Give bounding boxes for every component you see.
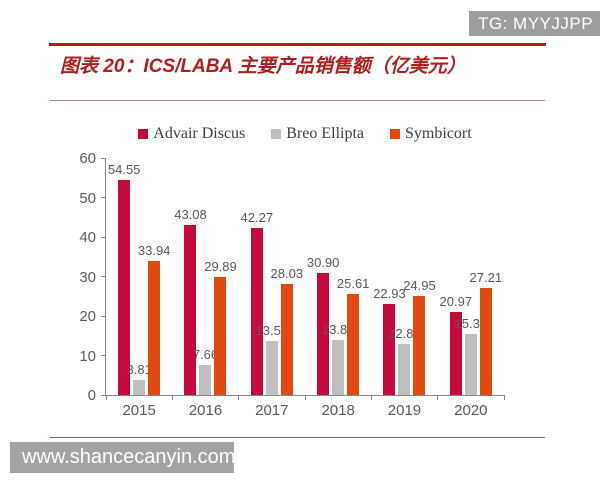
- x-axis-tick-mark: [370, 395, 372, 400]
- bar-value-label: 43.08: [174, 206, 207, 222]
- x-axis-category-label: 2018: [321, 402, 355, 419]
- x-axis-tick-mark: [437, 395, 439, 400]
- tg-watermark-badge: TG: MYYJJPP: [469, 11, 600, 36]
- bar-breo-ellipta: 3.81: [127, 362, 152, 395]
- y-axis-tick-mark: [101, 157, 106, 159]
- bar-value-label: 13.59: [255, 323, 289, 339]
- bar-advair-discus: 42.27: [241, 210, 273, 395]
- legend-item: Breo Ellipta: [271, 125, 364, 143]
- chart-legend: Advair Discus Breo Ellipta Symbicort: [105, 124, 505, 144]
- plot-area: 54.55 3.81 33.94 2015 43.08 7.66 29.89 2016 42.2…: [79, 150, 505, 419]
- legend-label: Symbicort: [405, 125, 472, 142]
- bar-symbicort: 33.94: [138, 243, 170, 395]
- bar-symbicort: 29.89: [204, 259, 237, 395]
- y-axis-tick-mark: [101, 197, 106, 198]
- y-axis-tick-mark: [101, 276, 106, 277]
- bar-advair-discus: 30.90: [307, 255, 339, 395]
- x-axis-category-label: 2020: [454, 402, 488, 419]
- bar-breo-ellipta: 15.36: [455, 316, 487, 395]
- legend-swatch-icon: [271, 129, 282, 139]
- bar-group-2018: 30.90 13.89 25.61 2018: [305, 158, 371, 419]
- legend-item: Symbicort: [390, 125, 472, 143]
- bar-value-label: 3.81: [126, 361, 152, 377]
- title-bottom-rule: [50, 100, 545, 101]
- legend-swatch-icon: [390, 129, 401, 139]
- bar-value-label: 28.03: [270, 266, 304, 282]
- bar-value-label: 54.55: [107, 161, 141, 177]
- bar-group-2016: 43.08 7.66 29.89 2016: [172, 158, 238, 419]
- bar-value-label: 29.89: [204, 258, 237, 274]
- bottom-rule: [50, 437, 545, 438]
- bar-value-label: 15.36: [454, 316, 488, 332]
- bar-advair-discus: 54.55: [108, 162, 140, 395]
- y-axis-tick-mark: [101, 394, 106, 396]
- bar-group-2019: 22.93 12.87 24.95 2019: [371, 158, 437, 419]
- bar-value-label: 24.95: [403, 278, 436, 294]
- x-axis-tick-mark: [503, 395, 505, 400]
- bar-group-2020: 20.97 15.36 27.21 2020: [438, 158, 504, 419]
- legend-label: Breo Ellipta: [286, 125, 365, 142]
- bar-value-label: 30.90: [306, 254, 340, 270]
- bar-symbicort: 27.21: [470, 270, 502, 395]
- bar-breo-ellipta: 13.59: [256, 323, 288, 395]
- bar-group-2015: 54.55 3.81 33.94 2015: [106, 158, 172, 419]
- bar-symbicort: 25.61: [337, 276, 369, 395]
- y-axis-tick-label: 40: [79, 229, 96, 246]
- x-axis-category-label: 2017: [255, 402, 289, 419]
- site-watermark-badge: www.shancecanyin.com: [10, 442, 235, 473]
- y-axis-tick-label: 0: [87, 387, 96, 404]
- y-axis-tick-label: 30: [79, 268, 96, 286]
- y-axis-tick-mark: [101, 236, 106, 238]
- bar-breo-ellipta: 13.89: [322, 322, 354, 395]
- y-axis-tick-label: 20: [79, 308, 96, 325]
- legend-swatch-icon: [138, 129, 149, 139]
- bar-advair-discus: 22.93: [373, 286, 406, 395]
- bar-value-label: 22.93: [373, 286, 406, 302]
- bar-symbicort: 28.03: [271, 266, 303, 395]
- x-axis-category-label: 2015: [122, 402, 156, 419]
- title-top-rule: [49, 43, 546, 46]
- bar-value-label: 25.61: [336, 275, 370, 291]
- bar-value-label: 42.27: [240, 210, 274, 226]
- bar-breo-ellipta: 12.87: [388, 326, 421, 395]
- bar-breo-ellipta: 7.66: [193, 347, 218, 395]
- bar-groups: 54.55 3.81 33.94 2015 43.08 7.66 29.89 2016 42.2…: [106, 158, 504, 419]
- bar-value-label: 27.21: [469, 269, 503, 285]
- y-axis-tick-mark: [101, 355, 106, 356]
- bar-value-label: 7.66: [192, 346, 219, 362]
- legend-item: Advair Discus: [138, 125, 245, 143]
- bar-value-label: 13.89: [321, 322, 355, 338]
- y-axis-tick-label: 50: [79, 189, 96, 207]
- chart-title: 图表 20：ICS/LABA 主要产品销售额（亿美元）: [60, 56, 466, 77]
- bar-value-label: 20.97: [439, 294, 473, 310]
- x-axis-tick-mark: [105, 395, 107, 400]
- bar-value-label: 12.87: [388, 326, 421, 342]
- bar-advair-discus: 20.97: [440, 294, 472, 395]
- x-axis-tick-mark: [171, 395, 173, 400]
- bar-group-2017: 42.27 13.59 28.03 2017: [239, 158, 305, 419]
- bar-symbicort: 24.95: [403, 278, 436, 395]
- y-axis-tick-label: 60: [79, 150, 96, 167]
- y-axis-tick-label: 10: [79, 347, 96, 365]
- x-axis-tick-mark: [304, 395, 306, 400]
- y-axis-tick-mark: [101, 315, 106, 317]
- bar-value-label: 33.94: [137, 242, 171, 258]
- x-axis-category-label: 2016: [188, 402, 223, 419]
- x-axis-category-label: 2019: [387, 402, 422, 419]
- legend-label: Advair Discus: [153, 125, 246, 142]
- bar-advair-discus: 43.08: [174, 207, 207, 395]
- x-axis-tick-mark: [238, 395, 240, 400]
